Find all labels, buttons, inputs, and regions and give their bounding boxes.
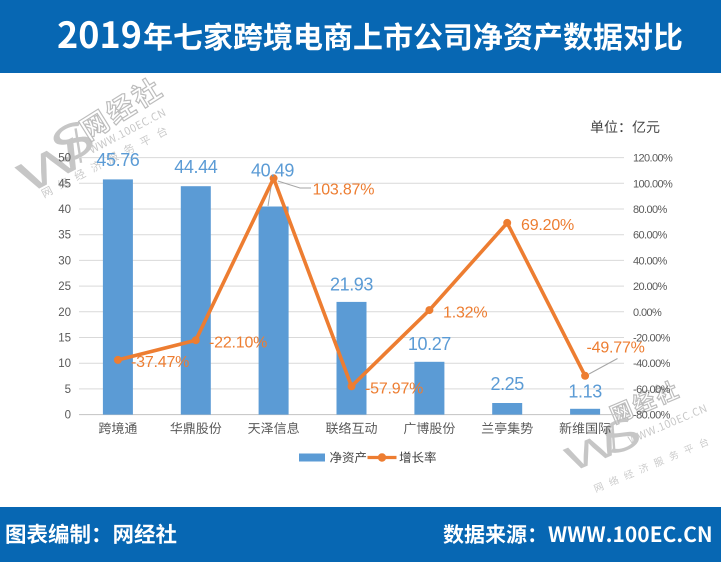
svg-text:-49.77%: -49.77% <box>587 340 645 357</box>
svg-text:45: 45 <box>58 178 71 190</box>
svg-text:60.00%: 60.00% <box>633 230 668 242</box>
svg-text:69.20%: 69.20% <box>521 217 574 234</box>
svg-text:80.00%: 80.00% <box>633 204 668 216</box>
svg-text:-40.00%: -40.00% <box>633 358 671 370</box>
svg-text:45.76: 45.76 <box>96 150 139 170</box>
svg-text:40.00%: 40.00% <box>633 255 668 267</box>
svg-text:21.93: 21.93 <box>330 275 373 295</box>
svg-text:-60.00%: -60.00% <box>633 384 671 396</box>
svg-text:103.87%: 103.87% <box>313 182 375 199</box>
svg-text:5: 5 <box>65 384 71 396</box>
svg-text:35: 35 <box>58 230 71 242</box>
svg-text:10: 10 <box>58 358 71 370</box>
svg-text:120.00%: 120.00% <box>633 153 673 165</box>
svg-text:-80.00%: -80.00% <box>633 410 671 422</box>
svg-text:2.25: 2.25 <box>490 374 524 394</box>
svg-text:25: 25 <box>58 281 71 293</box>
svg-text:0: 0 <box>65 410 71 422</box>
svg-text:40.49: 40.49 <box>251 161 294 181</box>
svg-text:20.00%: 20.00% <box>633 281 668 293</box>
svg-text:-37.47%: -37.47% <box>131 354 189 371</box>
svg-text:10.27: 10.27 <box>408 334 451 354</box>
svg-text:30: 30 <box>58 255 71 267</box>
svg-text:0.00%: 0.00% <box>633 307 662 319</box>
svg-text:1.13: 1.13 <box>568 382 602 402</box>
svg-text:-57.97%: -57.97% <box>365 381 423 398</box>
svg-text:-22.10%: -22.10% <box>209 335 267 352</box>
svg-text:15: 15 <box>58 333 71 345</box>
svg-text:100.00%: 100.00% <box>633 178 673 190</box>
svg-text:-20.00%: -20.00% <box>633 333 671 345</box>
svg-text:20: 20 <box>58 307 71 319</box>
svg-text:40: 40 <box>58 204 71 216</box>
svg-text:1.32%: 1.32% <box>443 304 487 321</box>
svg-text:50: 50 <box>58 153 71 165</box>
svg-text:44.44: 44.44 <box>174 157 217 177</box>
